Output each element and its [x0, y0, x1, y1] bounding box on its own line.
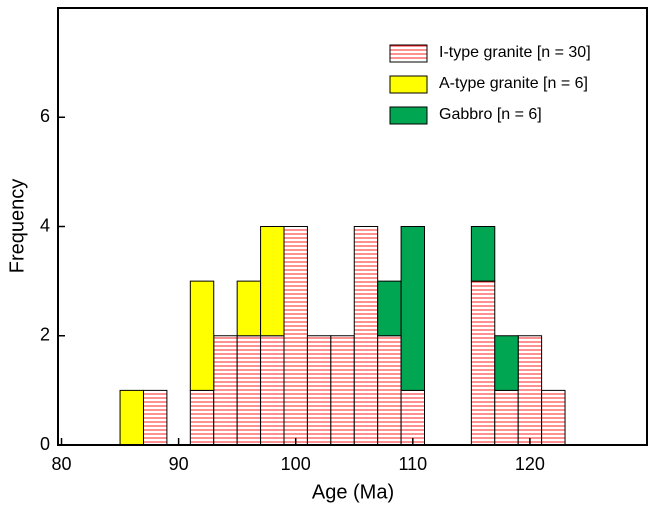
bar — [283, 226, 308, 446]
bar — [353, 226, 379, 446]
bar — [470, 280, 496, 446]
bar — [494, 335, 519, 391]
y-tick-label: 4 — [40, 215, 50, 235]
x-axis-label: Age (Ma) — [312, 481, 394, 503]
bar — [400, 389, 426, 446]
y-tick-label: 0 — [40, 434, 50, 454]
bar — [306, 335, 332, 446]
bar — [213, 335, 238, 446]
bar — [377, 280, 402, 337]
bar — [541, 389, 566, 446]
bar — [470, 226, 496, 282]
bar — [260, 226, 285, 337]
bar — [236, 335, 262, 446]
x-tick-label: 90 — [169, 454, 189, 474]
legend-swatch — [389, 75, 428, 94]
bar — [142, 389, 168, 446]
bar — [330, 335, 355, 446]
bar — [236, 280, 262, 337]
legend-label: I-type granite [n = 30] — [439, 44, 591, 61]
bar — [260, 335, 285, 446]
bar — [494, 389, 519, 446]
x-tick-label: 100 — [281, 454, 311, 474]
legend-swatch — [389, 106, 428, 125]
x-tick-label: 80 — [51, 454, 71, 474]
x-tick-label: 110 — [398, 454, 427, 474]
legend-label: Gabbro [n = 6] — [439, 106, 542, 123]
bar — [189, 280, 215, 391]
bar — [377, 335, 402, 446]
bar — [119, 389, 144, 446]
y-tick-label: 6 — [40, 106, 50, 126]
bar — [189, 389, 215, 446]
legend-swatch — [389, 44, 428, 63]
y-axis-label: Frequency — [6, 179, 28, 274]
y-tick-label: 2 — [40, 325, 50, 345]
bar — [517, 335, 543, 446]
legend-label: A-type granite [n = 6] — [439, 75, 588, 92]
x-tick-label: 120 — [515, 454, 545, 474]
bar — [400, 226, 426, 391]
